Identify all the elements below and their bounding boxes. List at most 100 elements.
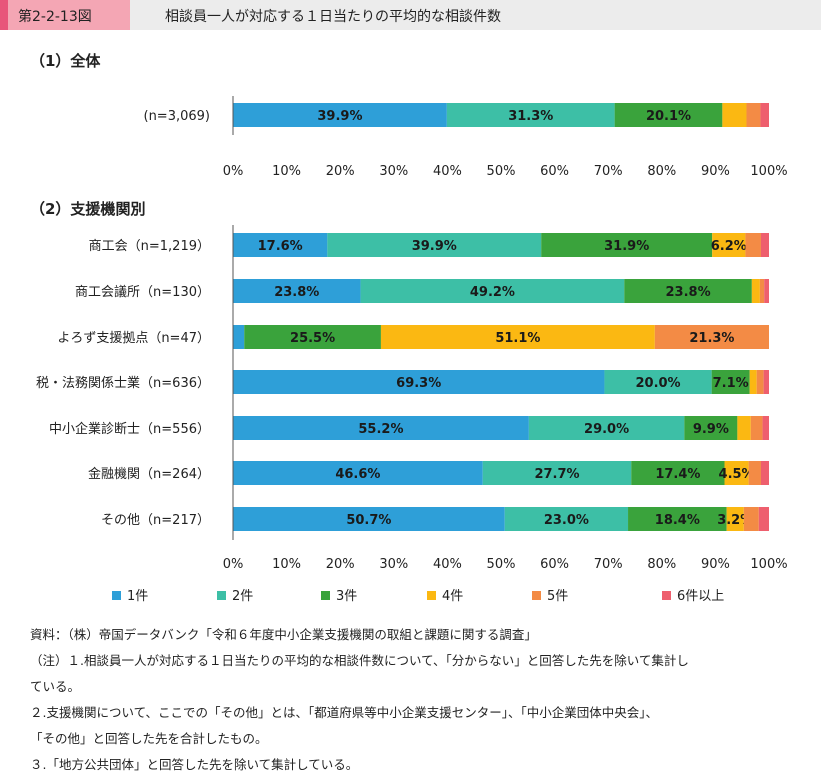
section2-title: （2）支援機関別 [30, 200, 146, 218]
x-tick-label-p0-9: 90% [701, 164, 730, 179]
bar-p1-r6-s2 [628, 507, 727, 531]
bar-p1-r1-s0 [233, 279, 361, 303]
category-label-p1-r1: 商工会議所（n=130） [75, 285, 210, 300]
data-label-p1-r4-s0: 55.2% [358, 422, 403, 437]
legend-label-0: 1件 [127, 589, 148, 604]
x-tick-label-p1-5: 50% [487, 557, 516, 572]
x-tick-label-p0-3: 30% [379, 164, 408, 179]
data-label-p1-r5-s3: 4.5% [719, 467, 755, 482]
bar-p0-r0-s3 [722, 103, 747, 127]
bar-p1-r3-s4 [756, 370, 764, 394]
bar-p1-r6-s4 [743, 507, 759, 531]
bar-p1-r6-s5 [758, 507, 769, 531]
category-label-p1-r5: 金融機関（n=264） [88, 466, 210, 482]
data-label-p1-r2-s4: 21.3% [689, 331, 734, 346]
data-label-p1-r0-s2: 31.9% [604, 239, 649, 254]
bar-p1-r4-s3 [737, 416, 751, 440]
bar-p0-r0-s4 [746, 103, 761, 127]
category-label-p1-r6: その他（n=217） [101, 513, 210, 528]
data-label-p1-r0-s3: 6.2% [711, 239, 747, 254]
bar-p1-r0-s2 [541, 233, 713, 257]
data-label-p1-r2-s3: 51.1% [495, 331, 540, 346]
category-label-p1-r4: 中小企業診断士（n=556） [49, 421, 210, 437]
data-label-p1-r1-s2: 23.8% [666, 285, 711, 300]
bar-p1-r0-s5 [760, 233, 769, 257]
figure-number: 第2-2-13図 [18, 9, 92, 25]
x-tick-label-p0-8: 80% [647, 164, 676, 179]
data-label-p1-r3-s0: 69.3% [396, 376, 441, 391]
bar-p0-r0-s0 [233, 103, 447, 127]
legend-label-2: 3件 [336, 589, 357, 604]
figure-number-badge [0, 0, 130, 30]
data-label-p1-r3-s1: 20.0% [635, 376, 680, 391]
bar-p1-r5-s2 [631, 461, 725, 485]
legend-swatch-4 [532, 591, 541, 600]
x-tick-label-p0-7: 70% [594, 164, 623, 179]
bar-p1-r6-s0 [233, 507, 505, 531]
note-3: ３.「地方公共団体」と回答した先を除いて集計している。 [30, 757, 359, 772]
category-label-p1-r0: 商工会（n=1,219） [89, 239, 210, 254]
legend-swatch-5 [662, 591, 671, 600]
x-tick-label-p1-7: 70% [594, 557, 623, 572]
data-label-p1-r1-s0: 23.8% [274, 285, 319, 300]
figure-header: 第2-2-13図 相談員一人が対応する１日当たりの平均的な相談件数 [0, 0, 821, 30]
bar-p1-r2-s2 [244, 325, 381, 349]
bar-p1-r1-s3 [751, 279, 760, 303]
x-tick-label-p0-4: 40% [433, 164, 462, 179]
bar-p1-r0-s3 [712, 233, 746, 257]
category-label-p0-r0: (n=3,069) [144, 109, 211, 124]
x-tick-label-p1-1: 10% [272, 557, 301, 572]
data-label-p1-r6-s0: 50.7% [346, 513, 391, 528]
bar-p1-r1-s2 [624, 279, 752, 303]
x-tick-label-p1-0: 0% [223, 557, 244, 572]
data-label-p1-r4-s1: 29.0% [584, 422, 629, 437]
bar-p1-r6-s1 [504, 507, 629, 531]
data-label-p0-r0-s0: 39.9% [317, 109, 362, 124]
x-tick-label-p1-8: 80% [647, 557, 676, 572]
bar-p1-r0-s4 [745, 233, 761, 257]
bar-p0-r0-s5 [760, 103, 769, 127]
legend-swatch-2 [321, 591, 330, 600]
bar-p1-r0-s1 [327, 233, 542, 257]
x-tick-label-p1-4: 40% [433, 557, 462, 572]
x-tick-label-p1-10: 100% [750, 557, 787, 572]
legend-swatch-3 [427, 591, 436, 600]
data-label-p0-r0-s1: 31.3% [508, 109, 553, 124]
bar-p1-r4-s4 [750, 416, 763, 440]
bar-p1-r2-s4 [654, 325, 769, 349]
x-tick-label-p0-6: 60% [540, 164, 569, 179]
data-label-p1-r2-s2: 25.5% [290, 331, 335, 346]
bar-p1-r4-s1 [528, 416, 685, 440]
category-label-p1-r3: 税・法務関係士業（n=636） [36, 375, 210, 391]
bar-p1-r5-s3 [724, 461, 749, 485]
bar-p1-r1-s5 [764, 279, 769, 303]
bar-p1-r4-s0 [233, 416, 529, 440]
bar-p1-r5-s4 [748, 461, 761, 485]
x-tick-label-p0-0: 0% [223, 164, 244, 179]
bar-p1-r5-s5 [760, 461, 769, 485]
data-label-p1-r6-s2: 18.4% [655, 513, 700, 528]
bar-p1-r3-s5 [763, 370, 769, 394]
bar-p1-r4-s5 [762, 416, 769, 440]
legend-label-3: 4件 [442, 589, 463, 604]
source-note: 資料：（株）帝国データバンク「令和６年度中小企業支援機関の取組と課題に関する調査… [30, 627, 537, 642]
bar-p1-r5-s1 [482, 461, 632, 485]
bar-p1-r5-s0 [233, 461, 483, 485]
data-label-p1-r4-s2: 9.9% [693, 422, 729, 437]
bar-p1-r2-s0 [233, 325, 245, 349]
stacked-bar-chart: 39.9% 31.3% 20.1% (n=3,069) 0% 10% 20% 30% 40% 50… [36, 96, 788, 604]
bar-p1-r2-s3 [380, 325, 655, 349]
data-label-p0-r0-s2: 20.1% [646, 109, 691, 124]
x-tick-label-p1-3: 30% [379, 557, 408, 572]
data-label-p1-r5-s0: 46.6% [335, 467, 380, 482]
bar-p1-r6-s3 [726, 507, 744, 531]
bar-p1-r0-s0 [233, 233, 328, 257]
note-2: ２.支援機関について、ここでの「その他」とは、「都道府県等中小企業支援センター」… [30, 705, 658, 720]
data-label-p1-r3-s2: 7.1% [713, 376, 749, 391]
note-2-cont: 「その他」と回答した先を合計したもの。 [30, 731, 268, 746]
category-label-p1-r2: よろず支援拠点（n=47） [57, 331, 210, 346]
bar-p1-r4-s2 [684, 416, 738, 440]
bar-p1-r1-s1 [360, 279, 625, 303]
bar-p1-r1-s4 [759, 279, 765, 303]
notes: 資料：（株）帝国データバンク「令和６年度中小企業支援機関の取組と課題に関する調査… [30, 622, 800, 778]
